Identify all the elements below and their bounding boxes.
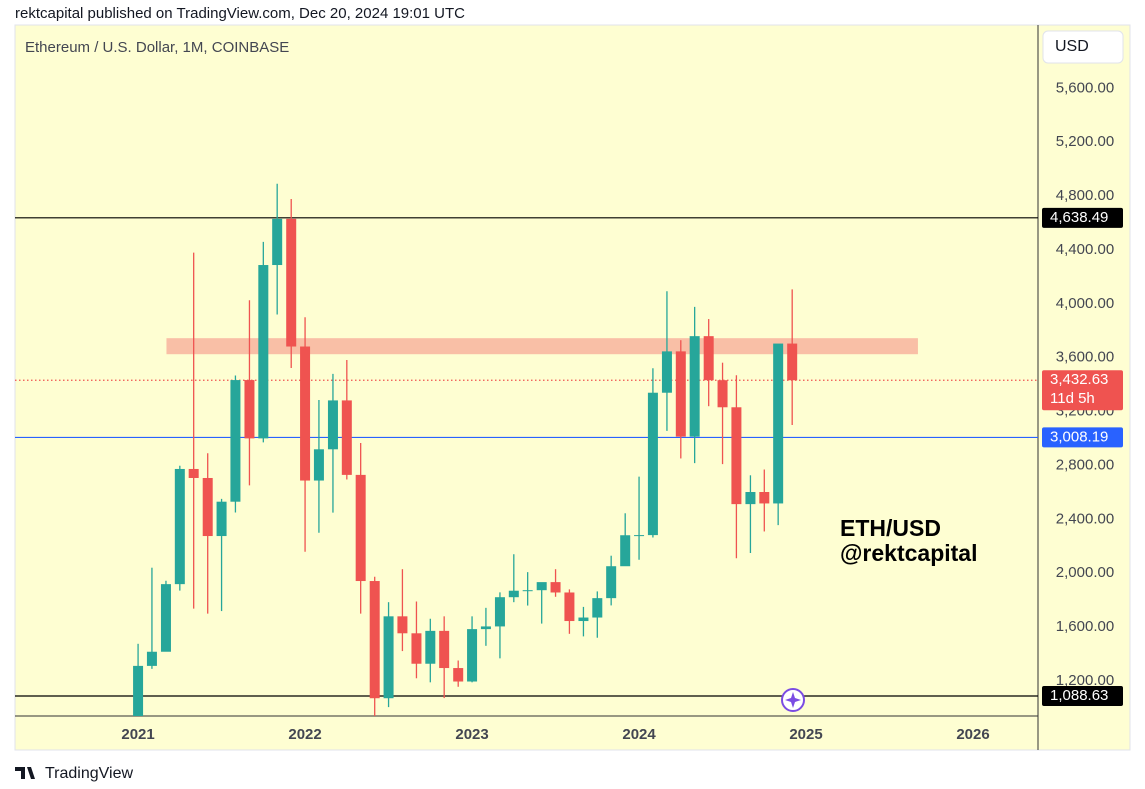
- candle-body: [300, 346, 311, 481]
- candle-body: [745, 491, 756, 505]
- candle-body: [313, 449, 324, 481]
- candle-body: [494, 597, 505, 627]
- candle-body: [341, 400, 352, 475]
- y-tick-label: 1,200.00: [1056, 672, 1114, 689]
- price-label-box: [1042, 427, 1123, 448]
- candle-body: [689, 336, 700, 437]
- chart-title: Ethereum / U.S. Dollar, 1M, COINBASE: [25, 39, 289, 56]
- candle-body: [536, 582, 547, 591]
- candle-body: [453, 668, 464, 682]
- candle-body: [188, 468, 199, 478]
- candle-body: [244, 380, 255, 439]
- x-tick-label: 2024: [622, 726, 656, 743]
- published-note: rektcapital published on TradingView.com…: [15, 5, 465, 22]
- candle-body: [759, 491, 770, 504]
- y-tick-label: 2,800.00: [1056, 456, 1114, 473]
- candle-body: [634, 535, 645, 537]
- add-alert-icon[interactable]: [781, 688, 805, 712]
- y-tick-label: 2,000.00: [1056, 564, 1114, 581]
- candle-body: [522, 590, 533, 592]
- candle-body: [327, 400, 338, 450]
- candle-body: [216, 501, 227, 537]
- candle-body: [133, 665, 144, 716]
- x-tick-label: 2022: [288, 726, 321, 743]
- candle-body: [675, 351, 686, 437]
- y-tick-label: 1,600.00: [1056, 618, 1114, 635]
- x-tick-label: 2025: [789, 726, 822, 743]
- candle-body: [578, 617, 589, 622]
- candle-body: [397, 616, 408, 634]
- plot-area: [15, 183, 1038, 716]
- candle-body: [550, 582, 561, 593]
- y-tick-label: 4,400.00: [1056, 241, 1114, 258]
- brand-name: TradingView: [45, 765, 133, 782]
- candle-body: [355, 474, 366, 582]
- candle-body: [202, 477, 213, 537]
- candle-body: [439, 630, 450, 669]
- annotation: ETH/USD: [840, 515, 941, 541]
- chart-background: [14, 24, 1131, 751]
- candle-body: [480, 626, 491, 630]
- candle-body: [286, 218, 297, 347]
- x-tick-label: 2026: [956, 726, 989, 743]
- axes: 1,200.00 1,600.00 2,000.00 2,400.00 2,800.00…: [121, 79, 1123, 743]
- candle-body: [272, 218, 283, 266]
- candle-body: [174, 468, 185, 585]
- candle-body: [606, 566, 617, 599]
- y-tick-label: 3,600.00: [1056, 349, 1114, 366]
- x-tick-label: 2023: [455, 726, 488, 743]
- candle-body: [647, 392, 658, 536]
- brand-logo: [15, 767, 35, 779]
- candle-body: [731, 407, 742, 505]
- candle-body: [773, 343, 784, 504]
- y-tick-label: 2,400.00: [1056, 510, 1114, 527]
- price-label-box: [1042, 370, 1123, 411]
- currency-button[interactable]: [1042, 30, 1124, 64]
- candle-body: [383, 616, 394, 699]
- price-label-box: [1042, 685, 1123, 706]
- bar-countdown: 11d 5h: [1050, 390, 1095, 407]
- candle-body: [703, 336, 714, 381]
- price-label: 4,638.49: [1050, 209, 1108, 226]
- candle-body: [411, 633, 422, 664]
- candle-body: [592, 598, 603, 618]
- candle-body: [508, 590, 519, 598]
- y-tick-label: 4,800.00: [1056, 187, 1114, 204]
- candle-body: [425, 630, 436, 664]
- y-tick-label: 4,000.00: [1056, 295, 1114, 312]
- candle-body: [564, 592, 575, 622]
- price-label-box: [1042, 207, 1123, 228]
- candle-body: [160, 584, 171, 652]
- price-label: 1,088.63: [1050, 687, 1108, 704]
- candle-body: [787, 343, 798, 381]
- candle-body: [661, 351, 672, 393]
- price-label: 3,432.63: [1050, 371, 1108, 388]
- candle-body: [146, 651, 157, 666]
- y-tick-label: 5,200.00: [1056, 133, 1114, 150]
- candle-body: [258, 265, 269, 439]
- x-tick-label: 2021: [121, 726, 154, 743]
- candle-body: [230, 380, 241, 502]
- candle-body: [369, 581, 380, 699]
- currency-label: USD: [1055, 38, 1089, 55]
- candle-body: [717, 380, 728, 408]
- resistance-zone: [166, 338, 918, 355]
- y-tick-label: 5,600.00: [1056, 79, 1114, 96]
- candle-body: [620, 535, 631, 567]
- price-label: 3,008.19: [1050, 428, 1108, 445]
- candle-body: [467, 629, 478, 682]
- annotation: @rektcapital: [840, 540, 977, 566]
